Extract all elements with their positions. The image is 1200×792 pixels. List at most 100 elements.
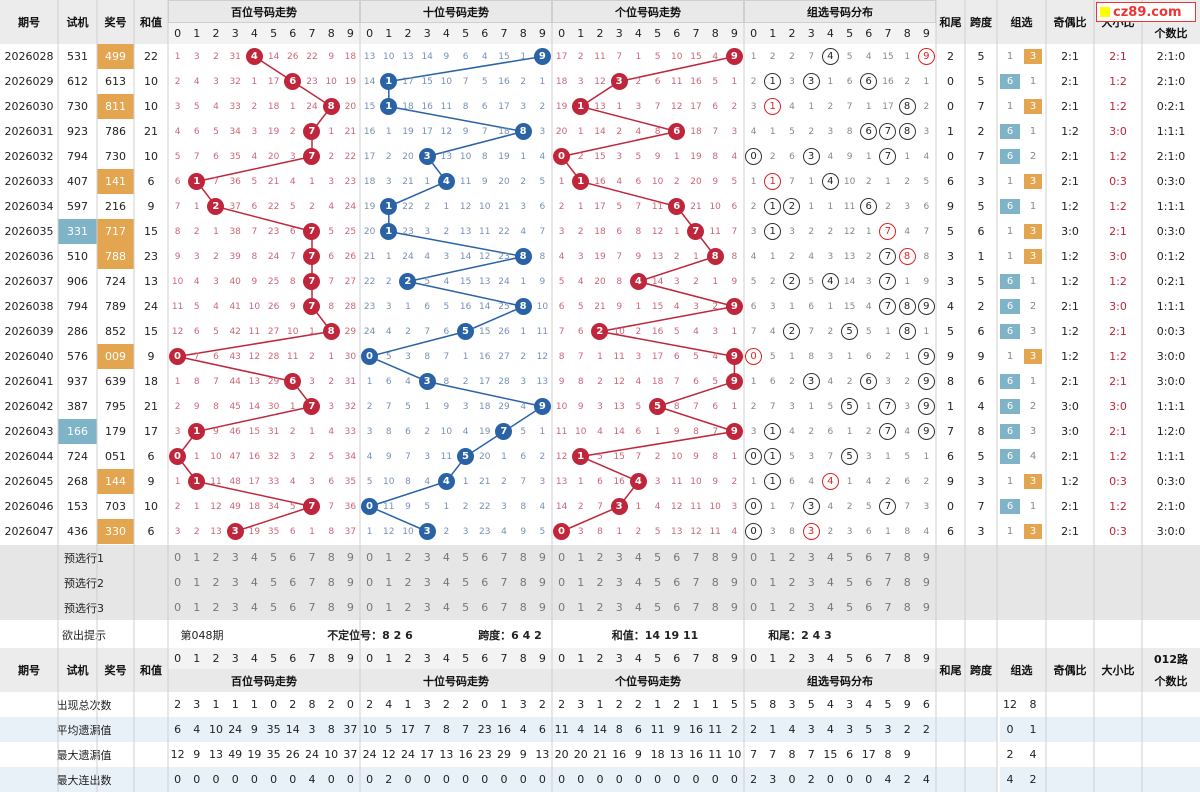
preselect-digit[interactable]: 1 (379, 595, 399, 620)
preselect-digit[interactable]: 9 (532, 545, 552, 570)
preselect-digit[interactable]: 3 (609, 595, 629, 620)
preselect-digit[interactable]: 6 (859, 545, 879, 570)
preselect-digit[interactable]: 5 (456, 595, 476, 620)
preselect-digit[interactable]: 8 (705, 545, 725, 570)
preselect-digit[interactable]: 6 (859, 570, 879, 595)
preselect-digit[interactable]: 0 (168, 595, 188, 620)
preselect-digit[interactable]: 4 (820, 595, 840, 620)
preselect-digit[interactable]: 8 (513, 545, 533, 570)
preselect-digit[interactable]: 9 (724, 545, 744, 570)
preselect-digit[interactable]: 6 (283, 545, 303, 570)
preselect-digit[interactable]: 5 (840, 545, 860, 570)
preselect-digit[interactable]: 8 (897, 570, 917, 595)
preselect-digit[interactable]: 0 (744, 545, 764, 570)
preselect-digit[interactable]: 1 (187, 595, 207, 620)
preselect-digit[interactable]: 0 (552, 595, 572, 620)
preselect-digit[interactable]: 1 (763, 595, 783, 620)
preselect-digit[interactable]: 3 (417, 570, 437, 595)
preselect-digit[interactable]: 1 (763, 545, 783, 570)
preselect-digit[interactable]: 1 (571, 595, 591, 620)
preselect-digit[interactable]: 2 (782, 545, 802, 570)
preselect-digit[interactable]: 0 (168, 570, 188, 595)
preselect-digit[interactable]: 3 (801, 545, 821, 570)
preselect-digit[interactable]: 7 (686, 570, 706, 595)
preselect-digit[interactable]: 2 (398, 545, 418, 570)
preselect-digit[interactable]: 8 (513, 595, 533, 620)
preselect-digit[interactable]: 8 (513, 570, 533, 595)
preselect-digit[interactable]: 8 (705, 570, 725, 595)
preselect-digit[interactable]: 3 (417, 595, 437, 620)
preselect-digit[interactable]: 9 (532, 570, 552, 595)
preselect-digit[interactable]: 2 (590, 595, 610, 620)
preselect-digit[interactable]: 5 (648, 595, 668, 620)
preselect-digit[interactable]: 7 (878, 595, 898, 620)
preselect-digit[interactable]: 7 (494, 595, 514, 620)
preselect-digit[interactable]: 3 (417, 545, 437, 570)
preselect-digit[interactable]: 9 (724, 570, 744, 595)
preselect-digit[interactable]: 4 (436, 545, 456, 570)
preselect-digit[interactable]: 1 (571, 545, 591, 570)
brand-logo[interactable]: cz89.com (1096, 2, 1196, 22)
preselect-digit[interactable]: 5 (840, 595, 860, 620)
preselect-digit[interactable]: 8 (897, 595, 917, 620)
preselect-digit[interactable]: 8 (321, 570, 341, 595)
preselect-digit[interactable]: 3 (225, 545, 245, 570)
preselect-digit[interactable]: 2 (782, 595, 802, 620)
preselect-digit[interactable]: 0 (360, 545, 380, 570)
header-period[interactable]: 期号 (0, 0, 58, 44)
preselect-digit[interactable]: 7 (302, 570, 322, 595)
preselect-digit[interactable]: 9 (916, 570, 936, 595)
preselect-digit[interactable]: 2 (590, 570, 610, 595)
preselect-digit[interactable]: 0 (168, 545, 188, 570)
preselect-digit[interactable]: 2 (398, 595, 418, 620)
preselect-digit[interactable]: 7 (494, 570, 514, 595)
preselect-digit[interactable]: 0 (360, 570, 380, 595)
preselect-digit[interactable]: 9 (340, 595, 360, 620)
preselect-digit[interactable]: 2 (206, 545, 226, 570)
preselect-digit[interactable]: 3 (801, 570, 821, 595)
preselect-digit[interactable]: 6 (667, 545, 687, 570)
preselect-digit[interactable]: 6 (283, 595, 303, 620)
preselect-digit[interactable]: 0 (552, 545, 572, 570)
preselect-digit[interactable]: 3 (801, 595, 821, 620)
preselect-digit[interactable]: 4 (820, 545, 840, 570)
preselect-digit[interactable]: 8 (705, 595, 725, 620)
preselect-digit[interactable]: 3 (609, 545, 629, 570)
preselect-digit[interactable]: 1 (379, 570, 399, 595)
preselect-digit[interactable]: 7 (686, 545, 706, 570)
preselect-digit[interactable]: 5 (456, 570, 476, 595)
preselect-digit[interactable]: 1 (187, 570, 207, 595)
preselect-digit[interactable]: 1 (571, 570, 591, 595)
preselect-digit[interactable]: 9 (532, 595, 552, 620)
preselect-digit[interactable]: 5 (264, 570, 284, 595)
preselect-digit[interactable]: 2 (590, 545, 610, 570)
preselect-digit[interactable]: 4 (244, 595, 264, 620)
preselect-digit[interactable]: 5 (840, 570, 860, 595)
preselect-digit[interactable]: 6 (283, 570, 303, 595)
preselect-digit[interactable]: 3 (225, 595, 245, 620)
preselect-digit[interactable]: 4 (820, 570, 840, 595)
preselect-digit[interactable]: 4 (244, 545, 264, 570)
preselect-digit[interactable]: 9 (724, 595, 744, 620)
preselect-digit[interactable]: 0 (744, 595, 764, 620)
preselect-digit[interactable]: 9 (916, 595, 936, 620)
preselect-digit[interactable]: 3 (225, 570, 245, 595)
preselect-digit[interactable]: 1 (379, 545, 399, 570)
preselect-digit[interactable]: 8 (897, 545, 917, 570)
preselect-digit[interactable]: 2 (206, 595, 226, 620)
preselect-digit[interactable]: 0 (744, 570, 764, 595)
preselect-digit[interactable]: 5 (648, 545, 668, 570)
preselect-digit[interactable]: 4 (436, 595, 456, 620)
preselect-digit[interactable]: 3 (609, 570, 629, 595)
preselect-digit[interactable]: 6 (475, 545, 495, 570)
preselect-digit[interactable]: 0 (360, 595, 380, 620)
preselect-digit[interactable]: 8 (321, 545, 341, 570)
preselect-digit[interactable]: 1 (187, 545, 207, 570)
preselect-digit[interactable]: 5 (456, 545, 476, 570)
preselect-digit[interactable]: 2 (206, 570, 226, 595)
preselect-digit[interactable]: 6 (859, 595, 879, 620)
preselect-digit[interactable]: 6 (667, 570, 687, 595)
preselect-digit[interactable]: 5 (264, 545, 284, 570)
preselect-digit[interactable]: 8 (321, 595, 341, 620)
preselect-digit[interactable]: 4 (436, 570, 456, 595)
